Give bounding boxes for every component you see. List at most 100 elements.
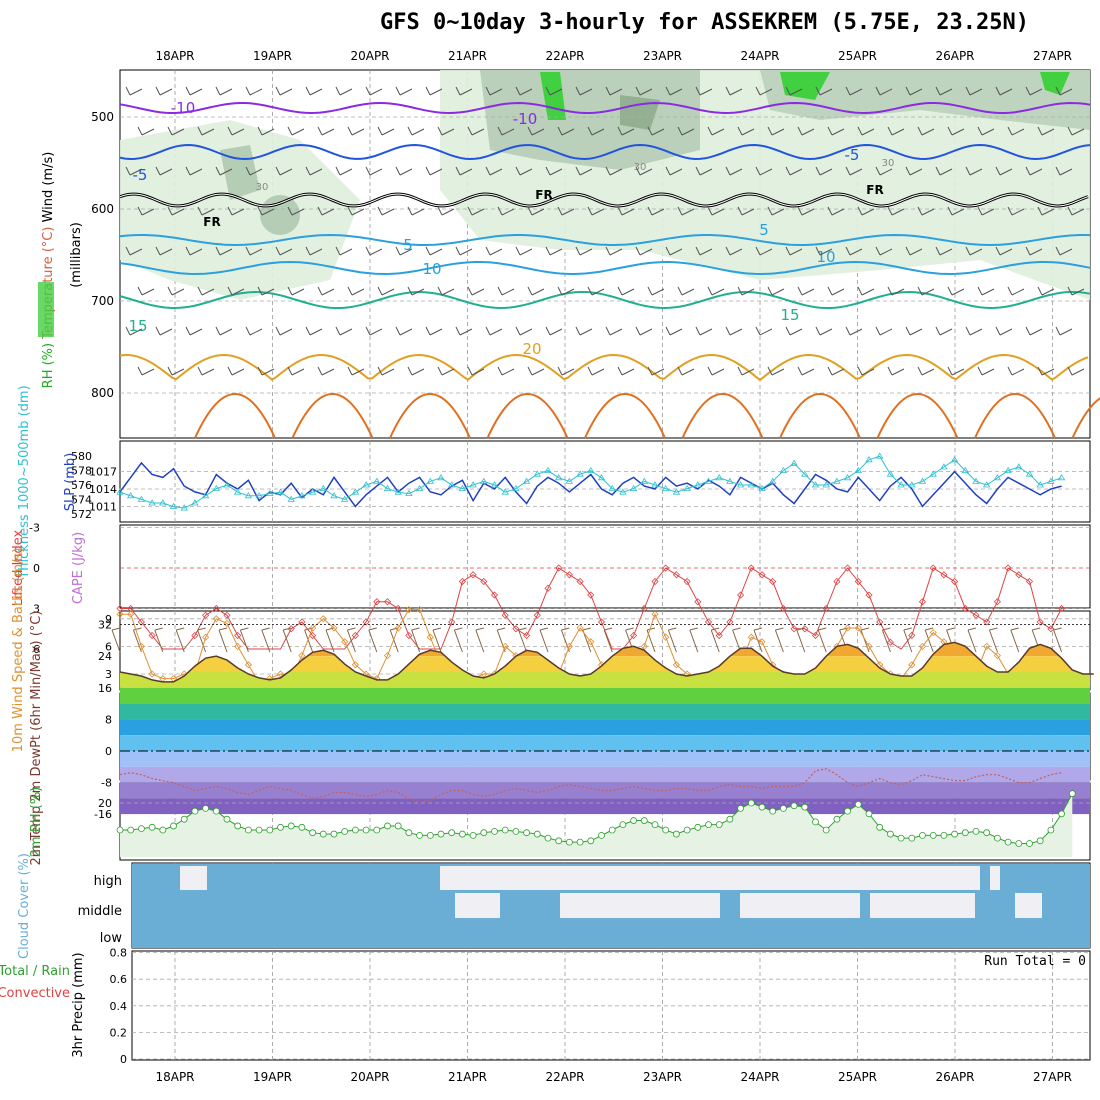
rh2m-point [822,826,830,834]
wind-barb [767,126,785,136]
wind-barb [185,326,203,336]
wind-barb [275,86,293,96]
li-point [448,618,456,626]
cloud-clear-block [560,893,720,918]
wind-barb [125,166,143,176]
thickness-point [501,488,509,495]
wind-barb [197,286,215,296]
wind-barb-10m [1010,627,1020,653]
rh2m-point [127,826,135,834]
wind-barb [437,366,455,376]
li-point [983,618,991,626]
wind-barb [647,126,665,136]
thickness-point [126,492,135,499]
wind-tick: 9 [105,613,112,626]
date-label-top: 23APR [643,49,682,63]
wind-barb [455,86,473,96]
wind-barb [515,326,533,336]
wind-barb [527,126,545,136]
wind-barb [197,206,215,216]
rh2m-ylabel: 2m RH (%) [29,787,44,858]
thickness-point [223,481,231,488]
wind-barb [497,366,515,376]
rh2m-point [972,827,980,835]
wind-barb [857,286,875,296]
wind-barb [587,126,605,136]
wind-barb [887,126,905,136]
wind-barb [977,286,995,296]
wind-barb [887,366,905,376]
wind-barb-10m [903,627,913,653]
rh2m-point [384,822,391,830]
wind-barb-10m [154,627,164,653]
wind-point [565,642,573,650]
thickness-point [137,495,146,502]
rh2m-point [598,832,605,839]
wind-point [298,652,306,660]
chart-title: GFS 0~10day 3-hourly for ASSEKREM (5.75E… [380,10,1030,35]
wind-barb [647,286,665,296]
precip-legend-total: Total / Rain [0,964,70,979]
li-point [929,564,937,572]
rh2m-point [266,826,274,834]
wind-barb [347,126,365,136]
rh2m-point [715,821,723,828]
wind-barb [455,166,473,176]
wind-barb [155,326,173,336]
wind-barb [395,246,413,256]
thickness-point [276,488,285,495]
li-point [394,604,402,613]
rh2m-point [844,807,851,815]
wind-barb [707,366,725,376]
thickness-point [597,474,606,481]
wind-barb [767,366,785,376]
wind-barb [905,246,923,256]
rh2m-point [780,805,787,812]
wind-barb [377,126,395,136]
wind-barb [365,166,383,176]
thickness-tick: 578 [71,465,92,478]
rh2m-point [319,830,327,838]
rh2m-point [523,829,530,837]
rh-legend-swatch [38,282,54,337]
thickness-point [726,477,734,484]
temp-tick: 0 [105,745,112,758]
contour-label: FR [866,183,883,197]
rh2m-point [405,829,413,837]
wind-barb [827,286,845,296]
wind-barb [575,326,593,336]
wind-barb-10m [924,627,934,653]
wind-barb [767,286,785,296]
thickness-point [426,477,435,484]
isotherm-5 [119,233,1091,247]
thickness-point [1057,474,1066,481]
isotherm-minus10 [119,101,1091,115]
wind-barb [785,246,803,256]
thickness-point [651,481,659,488]
thickness-point [736,481,745,488]
rh2m-area [120,793,1073,857]
wind-barb-10m [967,627,977,653]
wind-barb [185,166,203,176]
isotherm-25 [194,393,276,439]
wind-barb [995,326,1013,336]
rh2m-point [908,834,916,842]
thickness-point [811,481,820,488]
wind-barb [1007,286,1025,296]
wind-barb-10m [689,627,699,653]
cloud-ylabel: Cloud Cover (%) [17,853,32,959]
rh2m-point [758,803,766,811]
wind-point [640,642,648,650]
wind-barb-10m [1053,627,1063,653]
contour-label: -10 [513,110,538,128]
wind-barb [977,206,995,216]
wind-point [993,652,1001,660]
wind-barb [947,286,965,296]
rh2m-point [277,823,284,831]
thickness-point [908,481,916,488]
wind-point [383,652,392,660]
wind-barb [545,166,563,176]
li-point [1015,571,1023,579]
wind-barb [425,166,443,176]
rh2m-point [212,807,220,815]
